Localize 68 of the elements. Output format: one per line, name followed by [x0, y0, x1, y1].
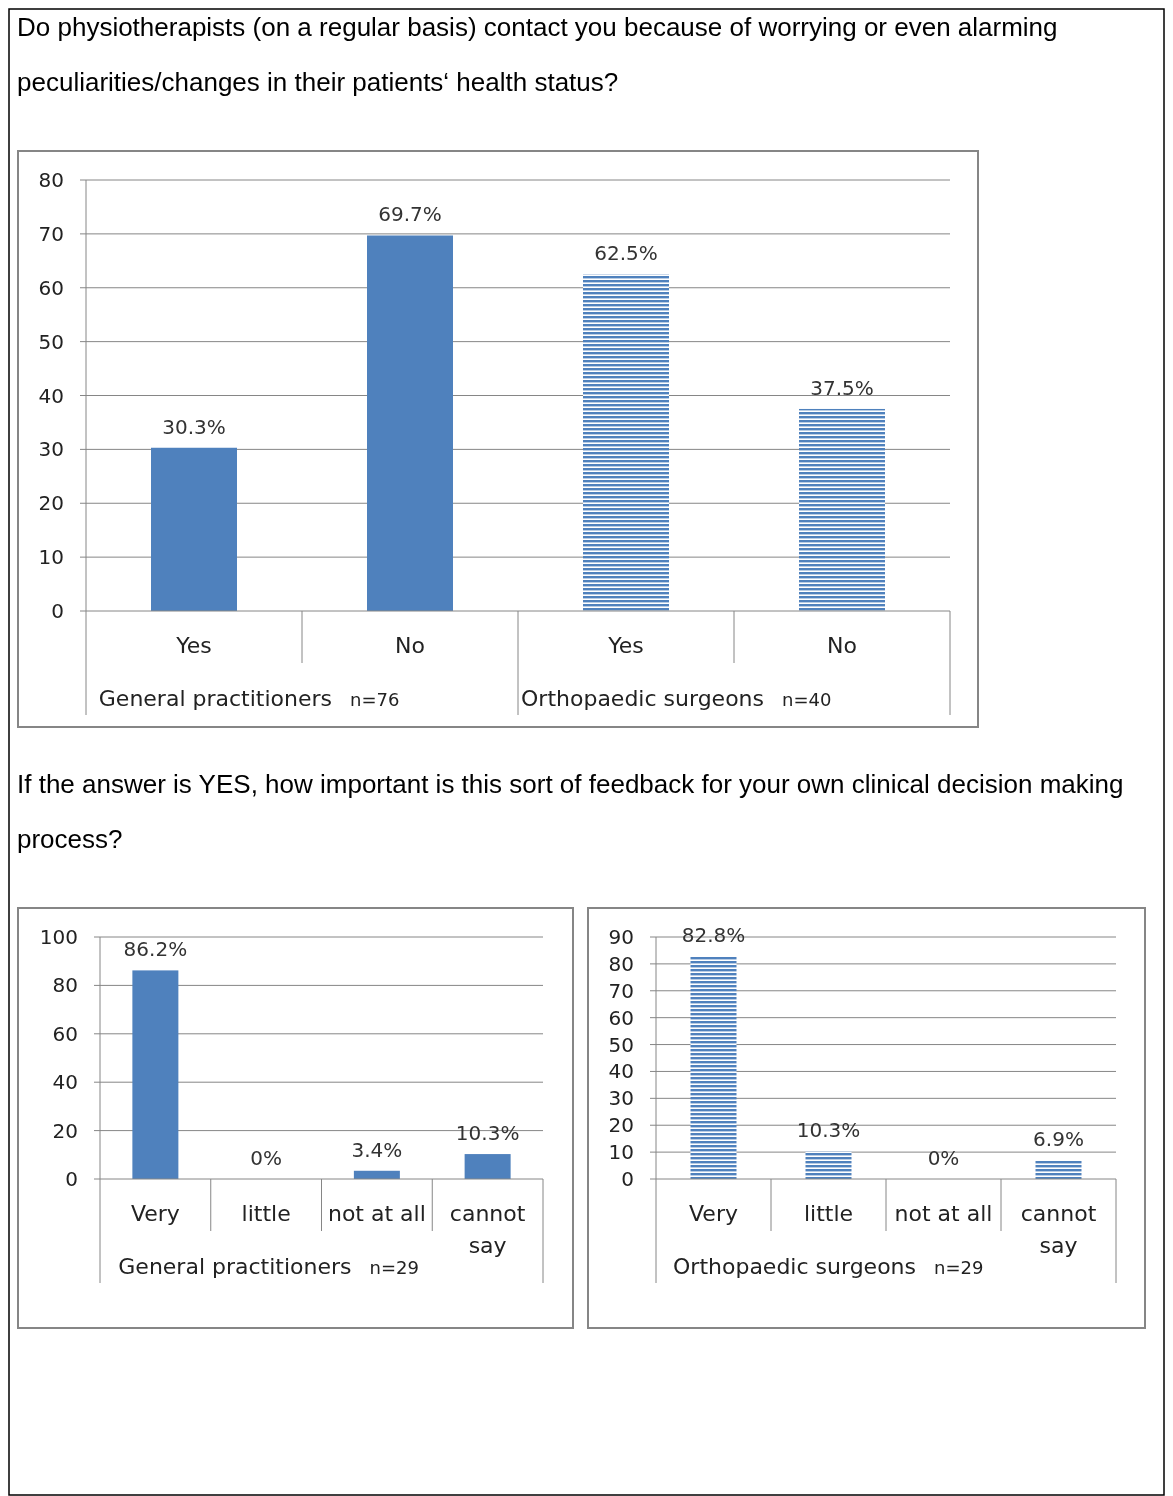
bar	[151, 447, 237, 611]
y-tick-label: 40	[52, 1070, 78, 1095]
x-tick-label: Yes	[607, 633, 644, 658]
x-tick-label: not at all	[894, 1201, 993, 1226]
y-tick-label: 20	[52, 1118, 78, 1143]
y-tick-label: 80	[52, 973, 78, 998]
y-tick-label: 60	[608, 1005, 634, 1030]
bar	[583, 274, 669, 611]
text: 0%	[250, 1146, 282, 1170]
text: Orthopaedic surgeons	[673, 1254, 916, 1279]
y-tick-label: 80	[608, 951, 634, 976]
text: General practitioners	[98, 686, 332, 711]
y-tick-label: 60	[38, 275, 64, 300]
text: 0%	[927, 1146, 960, 1170]
y-tick-label: 100	[39, 925, 78, 949]
y-tick-label: 40	[608, 1059, 634, 1084]
text: 86.2%	[123, 937, 188, 962]
y-tick-label: 0	[621, 1167, 634, 1191]
y-tick-label: 20	[38, 491, 64, 516]
text: 82.8%	[681, 923, 746, 948]
text: Orthopaedic surgeons	[521, 686, 764, 711]
bar	[132, 970, 179, 1179]
text: 3.4%	[351, 1137, 403, 1162]
text: 69.7%	[378, 202, 442, 227]
chart-title: Do physiotherapists (on a regular basis) contact you because of worrying or even alarming peculiarities/changes in their patients‘ health status?	[17, 12, 1058, 97]
y-tick-label: 20	[608, 1113, 634, 1138]
text: 62.5%	[594, 241, 658, 266]
x-tick-label: No	[395, 633, 425, 658]
y-tick-label: 0	[65, 1167, 78, 1191]
text: 10.3%	[796, 1118, 861, 1143]
bar	[805, 1151, 852, 1179]
text: 37.5%	[810, 375, 874, 400]
x-tick-label: little	[241, 1201, 291, 1226]
x-tick-label: little	[803, 1201, 854, 1226]
y-tick-label: 60	[52, 1021, 78, 1046]
bar	[367, 235, 453, 611]
text: 30.3%	[162, 414, 226, 439]
x-tick-label: cannot say	[1020, 1201, 1097, 1258]
y-tick-label: 10	[608, 1140, 634, 1165]
x-tick-label: not at all	[327, 1201, 426, 1226]
chart-title: If the answer is YES, how important is this sort of feedback for your own clinical decision making process?	[17, 769, 1124, 854]
x-tick-label: Very	[689, 1201, 738, 1226]
x-tick-label: Yes	[175, 633, 212, 658]
x-tick-label: Very	[130, 1201, 180, 1226]
y-tick-label: 0	[51, 599, 64, 623]
bar	[1035, 1160, 1082, 1179]
y-tick-label: 50	[38, 329, 64, 354]
y-tick-label: 30	[38, 437, 64, 462]
y-tick-label: 70	[38, 221, 64, 246]
y-tick-label: 80	[38, 168, 64, 192]
text: General practitioners	[118, 1254, 352, 1279]
y-tick-label: 90	[608, 925, 634, 949]
bar	[799, 408, 885, 611]
text: n=29	[934, 1257, 984, 1278]
y-tick-label: 70	[608, 978, 634, 1003]
x-tick-label: No	[827, 633, 857, 658]
bar	[690, 956, 737, 1179]
x-tick-label: cannot say	[449, 1201, 526, 1258]
y-tick-label: 10	[38, 545, 64, 570]
y-tick-label: 50	[608, 1032, 634, 1057]
text: 10.3%	[455, 1121, 520, 1146]
bar	[464, 1154, 511, 1179]
y-tick-label: 30	[608, 1086, 634, 1111]
y-tick-label: 40	[38, 383, 64, 408]
text: 6.9%	[1033, 1127, 1084, 1152]
text: n=29	[369, 1257, 419, 1278]
text: n=40	[782, 689, 832, 710]
text: n=76	[350, 689, 400, 710]
